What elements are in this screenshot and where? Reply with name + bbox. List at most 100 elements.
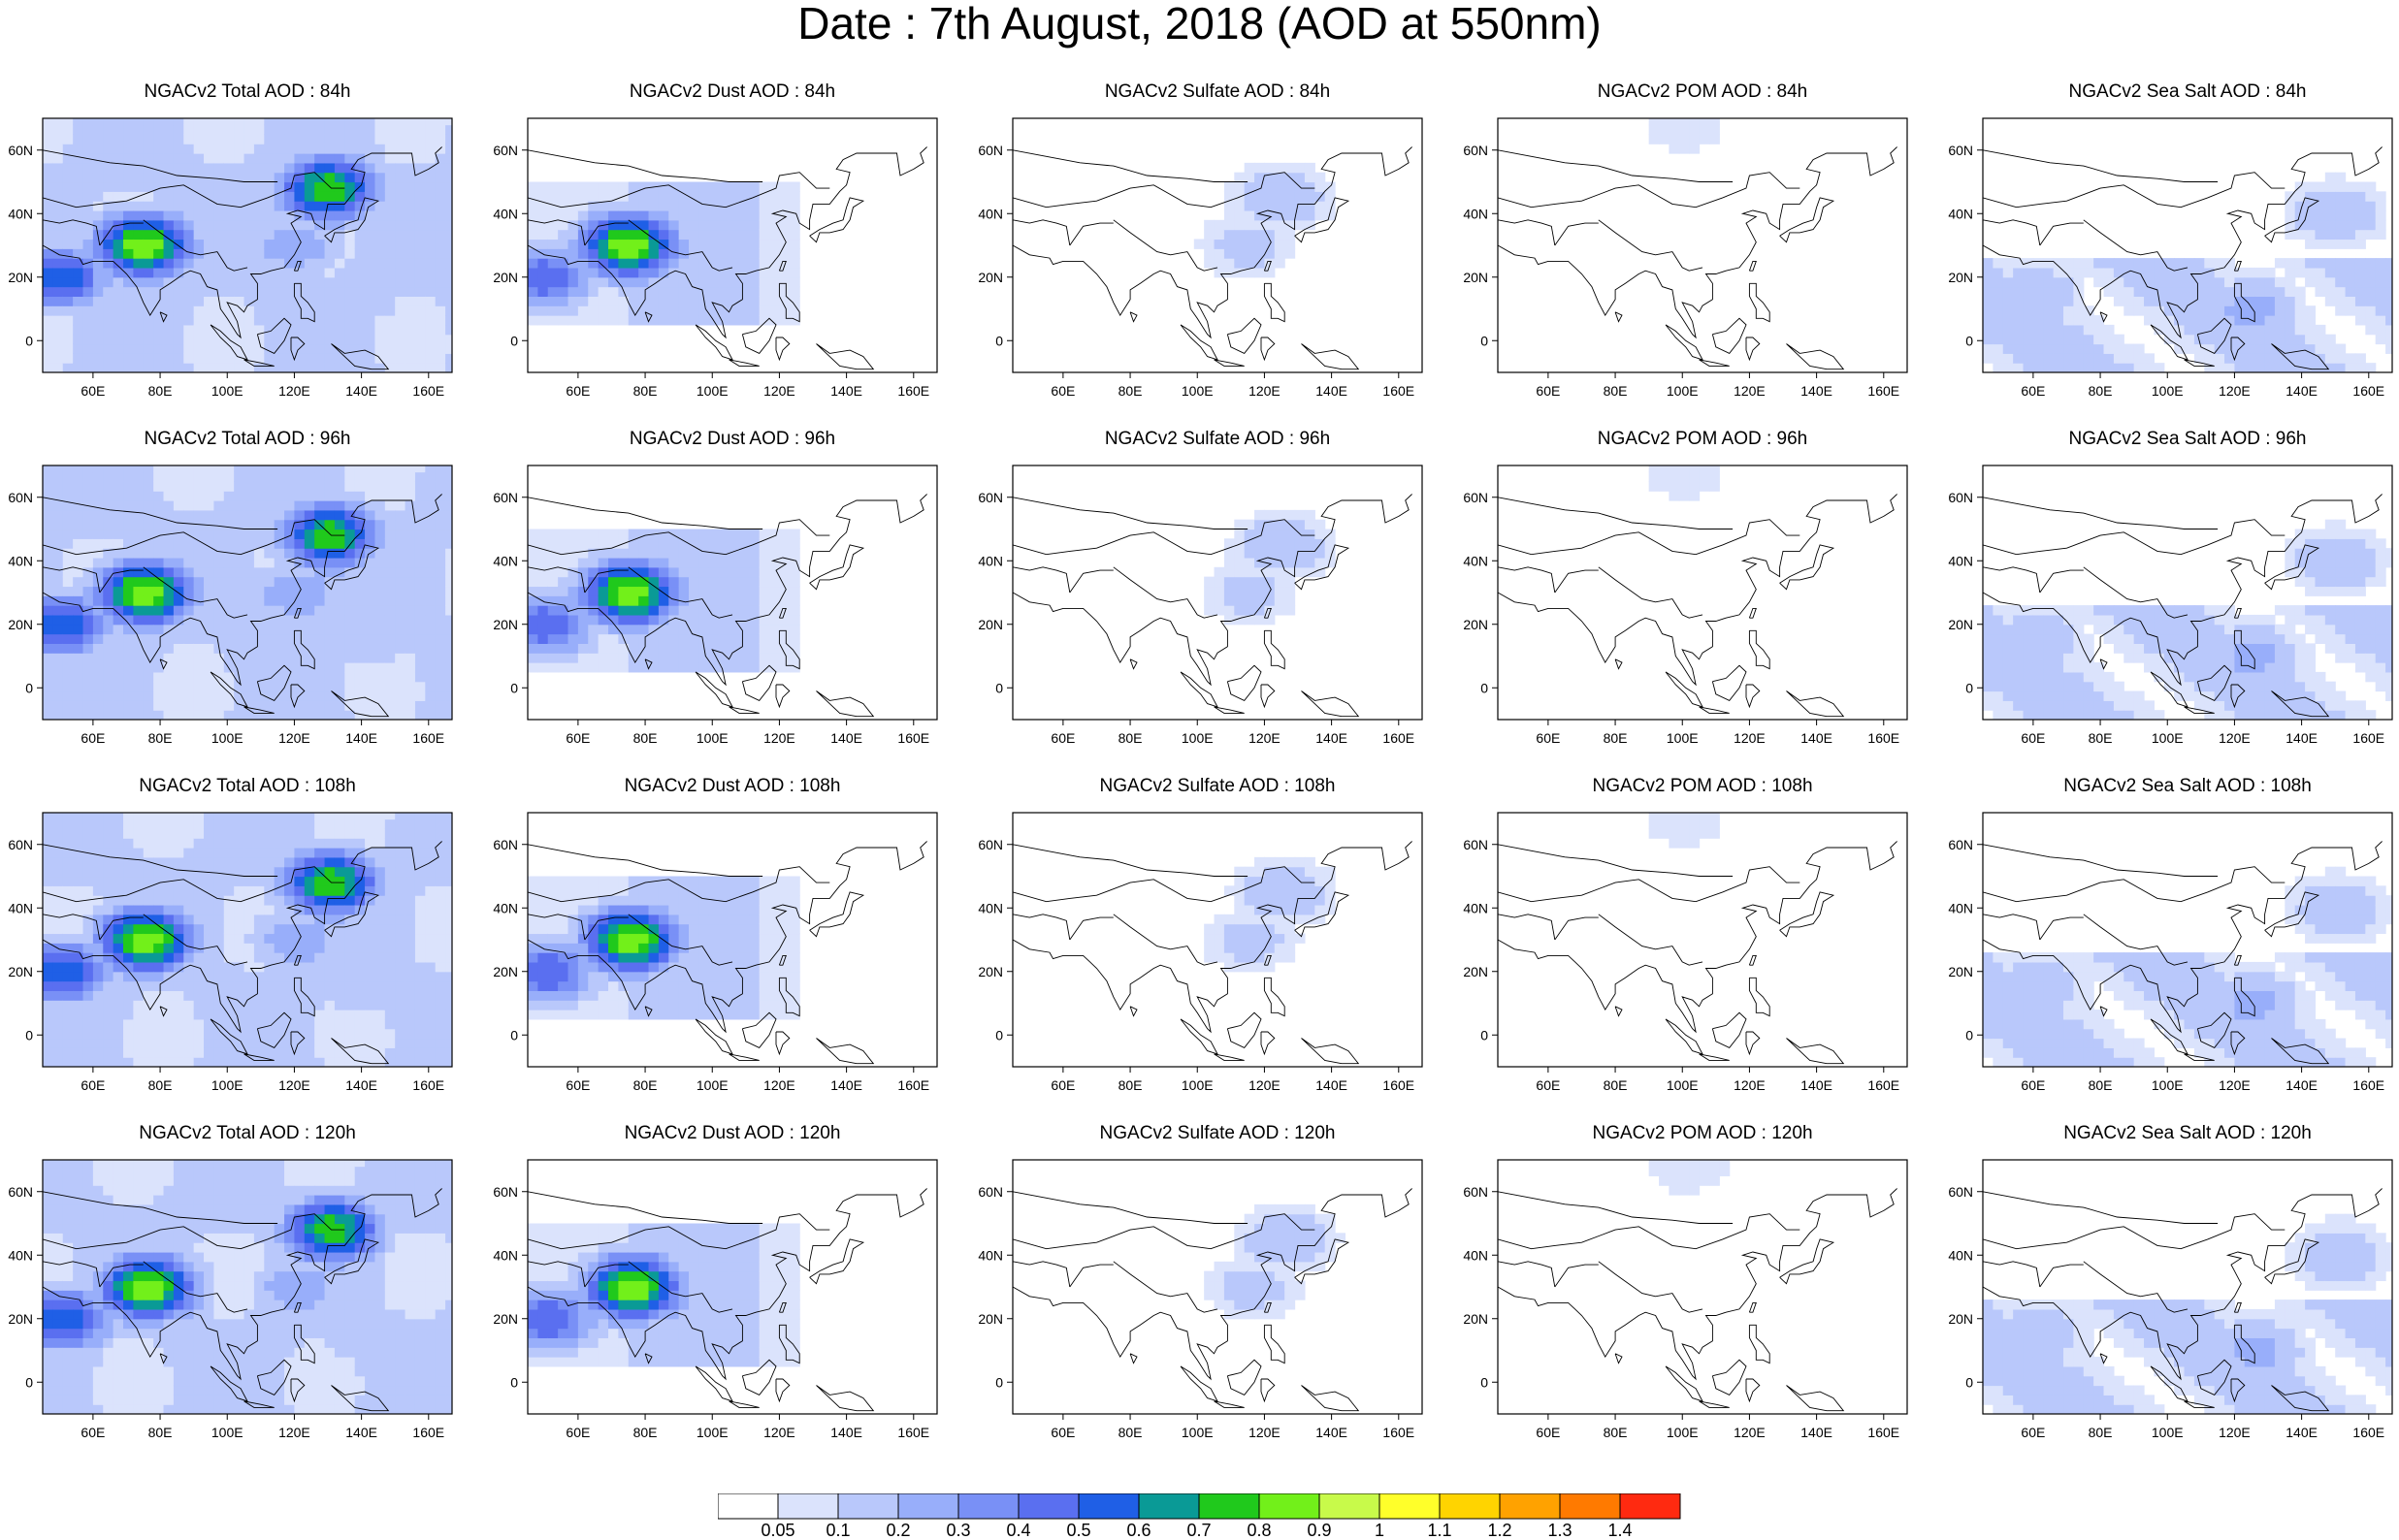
aod-cell (2285, 690, 2296, 701)
aod-cell (113, 971, 124, 982)
aod-cell (1993, 286, 2004, 297)
aod-cell (374, 509, 386, 521)
aod-cell (123, 961, 134, 973)
aod-cell (1214, 605, 1225, 616)
aod-cell (618, 653, 630, 663)
aod-cell (2324, 296, 2336, 306)
coastline (1498, 146, 1897, 339)
aod-cell (588, 315, 600, 326)
aod-cell (384, 500, 396, 511)
aod-cell (274, 209, 285, 221)
aod-cell (284, 124, 296, 135)
aod-cell (1983, 305, 1994, 316)
aod-cell (213, 633, 225, 644)
aod-cell (2335, 181, 2347, 192)
aod-cell (547, 605, 559, 616)
aod-cell (445, 267, 452, 278)
aod-cell (759, 276, 770, 288)
aod-cell (405, 681, 416, 692)
aod-cell (435, 334, 446, 345)
aod-cell (163, 643, 175, 654)
coastline (99, 222, 144, 246)
aod-cell (1254, 219, 1266, 231)
aod-cell (284, 363, 296, 372)
aod-cell (344, 662, 356, 673)
aod-cell (405, 144, 416, 154)
aod-cell (678, 624, 690, 635)
aod-cell (324, 576, 336, 588)
aod-cell (598, 201, 609, 211)
aod-cell (264, 353, 276, 364)
aod-cell (223, 509, 235, 521)
aod-cell (334, 538, 345, 549)
aod-cell (274, 481, 285, 492)
aod-cell (374, 548, 386, 559)
aod-cell (2244, 343, 2255, 354)
aod-cell (354, 471, 366, 482)
aod-cell (2032, 296, 2044, 306)
aod-cell (123, 624, 134, 635)
aod-cell (618, 595, 630, 606)
aod-cell (384, 258, 396, 269)
coastline (1598, 219, 1703, 272)
aod-cell (365, 643, 376, 654)
aod-cell (435, 653, 446, 663)
x-tick-label: 160E (1382, 730, 1414, 746)
aod-cell (153, 258, 165, 269)
aod-cell (547, 595, 559, 606)
aod-cell (2032, 690, 2044, 701)
aod-cell (213, 162, 225, 174)
aod-cell (2204, 690, 2216, 701)
aod-cell (193, 248, 205, 259)
aod-cell (2324, 700, 2336, 711)
aod-cell (2345, 643, 2356, 654)
aod-cell (253, 465, 265, 473)
aod-cell (405, 643, 416, 654)
aod-cell (2224, 710, 2236, 720)
aod-cell (2335, 172, 2347, 183)
aod-cell (628, 191, 639, 202)
aod-cell (143, 519, 154, 530)
aod-cell (2285, 315, 2296, 326)
aod-cell (344, 353, 356, 364)
aod-cell (2043, 653, 2055, 663)
aod-cell (2063, 353, 2074, 364)
aod-cell (253, 509, 265, 521)
coastline (1013, 149, 1248, 182)
aod-cell (608, 305, 619, 316)
aod-cell (163, 201, 175, 211)
aod-cell (183, 710, 195, 720)
aod-cell (2274, 315, 2286, 326)
aod-cell (414, 519, 426, 530)
aod-cell (113, 605, 124, 616)
aod-cell (2285, 324, 2296, 336)
aod-cell (2294, 219, 2306, 231)
aod-cell (567, 566, 579, 578)
aod-cell (374, 305, 386, 316)
coastline (243, 359, 275, 367)
aod-cell (103, 943, 114, 953)
aod-cell (618, 248, 630, 259)
aod-cell (193, 509, 205, 521)
aod-cell (628, 614, 639, 626)
aod-cell (264, 153, 276, 164)
aod-cell (204, 529, 215, 539)
aod-cell (52, 605, 64, 616)
aod-cell (2063, 267, 2074, 278)
aod-cell (537, 239, 549, 249)
aod-cell (173, 653, 184, 663)
aod-cell (223, 276, 235, 288)
aod-cell (749, 267, 761, 278)
aod-cell (234, 624, 245, 635)
aod-cell (123, 134, 134, 144)
aod-cell (82, 914, 94, 925)
aod-cell (698, 576, 710, 588)
aod-cell (334, 481, 345, 492)
aod-cell (729, 614, 740, 626)
aod-cell (123, 1010, 134, 1020)
aod-cell (395, 500, 406, 511)
aod-cell (213, 710, 225, 720)
aod-cell (43, 643, 53, 654)
aod-cell (82, 229, 94, 241)
aod-cell (1708, 134, 1720, 144)
